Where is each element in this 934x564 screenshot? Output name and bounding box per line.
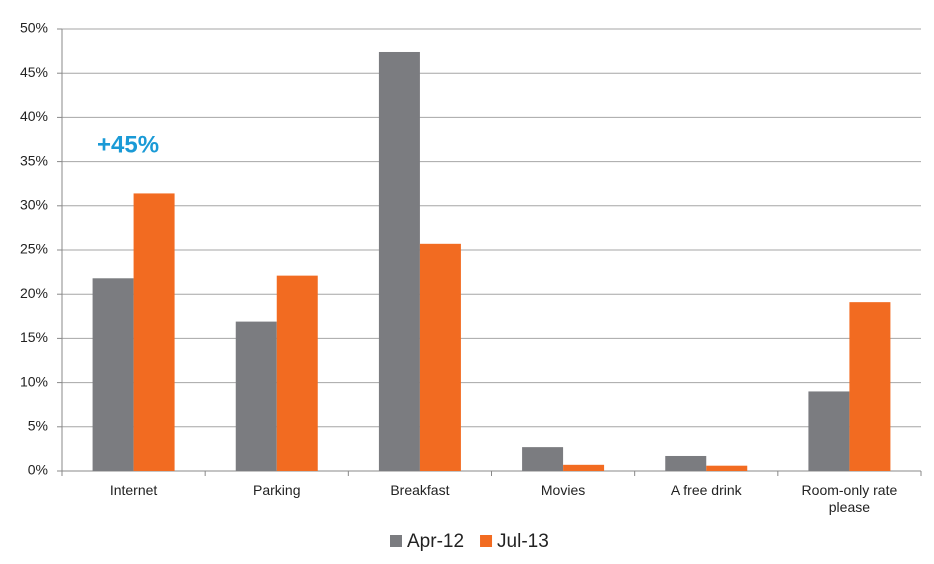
x-tick-label: A free drink xyxy=(670,482,742,498)
x-tick-label: Room-only rate please xyxy=(801,482,898,515)
y-tick-label: 15% xyxy=(20,329,48,345)
bar xyxy=(849,302,891,471)
y-tick-label: 10% xyxy=(20,373,48,389)
bar xyxy=(133,193,175,471)
x-tick-label: Parking xyxy=(253,482,301,498)
bar xyxy=(706,465,748,471)
bar xyxy=(276,275,318,471)
x-tick-label: Movies xyxy=(540,482,586,498)
annotation: +45% xyxy=(97,131,159,158)
bar xyxy=(235,321,277,471)
x-tick-label: Internet xyxy=(109,482,158,498)
bar xyxy=(522,447,564,471)
bar xyxy=(808,391,850,471)
legend-swatch xyxy=(480,535,493,547)
bar xyxy=(92,278,134,471)
y-tick-label: 40% xyxy=(20,108,48,124)
bar xyxy=(419,243,461,471)
y-tick-label: 50% xyxy=(20,20,48,36)
legend-swatch xyxy=(390,535,402,547)
bar xyxy=(378,51,420,471)
y-tick-label: 5% xyxy=(28,418,48,434)
y-tick-label: 35% xyxy=(20,152,48,168)
x-tick-label: Breakfast xyxy=(390,482,450,498)
legend-label: Apr-12 xyxy=(407,531,464,552)
bar xyxy=(563,464,605,471)
legend-label: Jul-13 xyxy=(497,531,549,552)
y-tick-label: 25% xyxy=(20,241,48,257)
y-tick-label: 20% xyxy=(20,285,48,301)
y-tick-label: 0% xyxy=(28,462,48,478)
bar xyxy=(665,455,707,471)
y-tick-label: 30% xyxy=(20,197,48,213)
y-tick-label: 45% xyxy=(20,64,48,80)
